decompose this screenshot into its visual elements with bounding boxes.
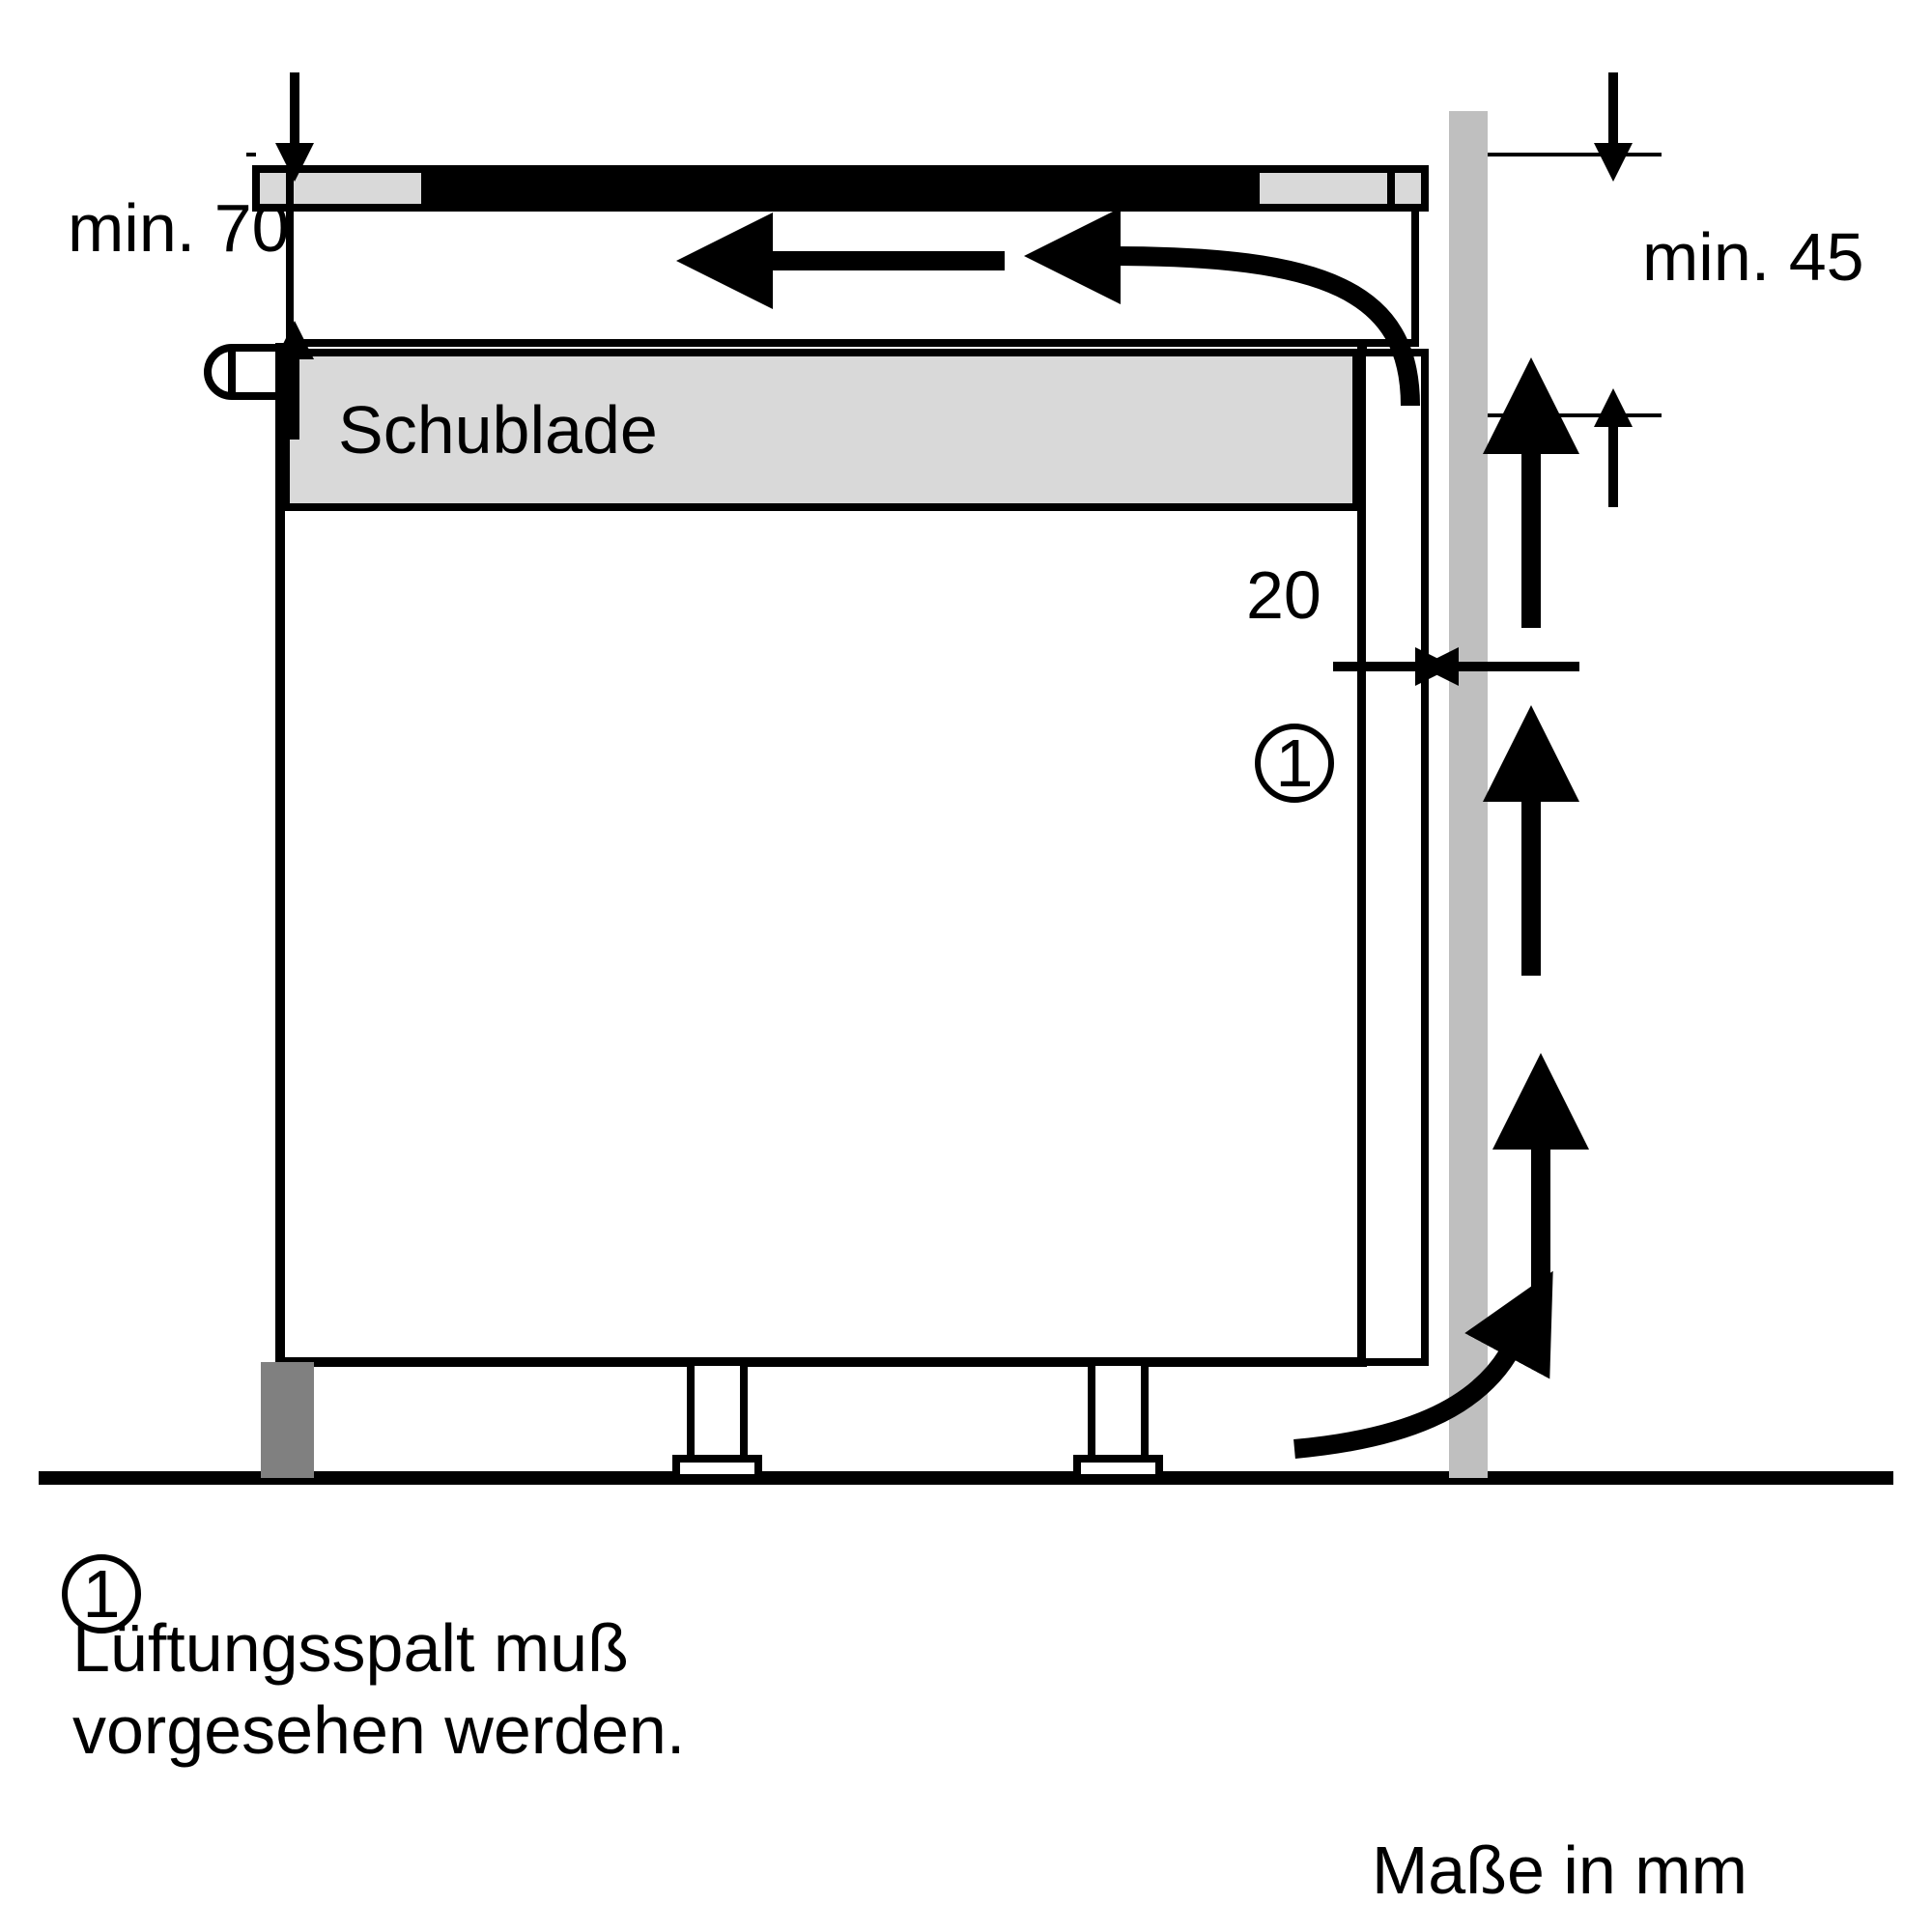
- leg-1: [691, 1362, 744, 1459]
- ref-circle-1: [1258, 726, 1331, 800]
- installation-diagram: [0, 0, 1932, 1932]
- leg-2: [1092, 1362, 1145, 1459]
- foot-1: [676, 1459, 758, 1478]
- vent-panel: [1362, 353, 1425, 1362]
- cooktop-glass: [425, 169, 1256, 208]
- connector-stub: [208, 348, 232, 396]
- drawer-box: [286, 353, 1356, 507]
- note-ref-circle: [65, 1557, 138, 1631]
- cooktop-edge-left: [256, 169, 425, 208]
- wall: [1449, 111, 1488, 1478]
- cooktop-body: [290, 208, 1415, 343]
- leg-back: [261, 1362, 314, 1478]
- foot-2: [1077, 1459, 1159, 1478]
- cooktop-edge-right: [1256, 169, 1425, 208]
